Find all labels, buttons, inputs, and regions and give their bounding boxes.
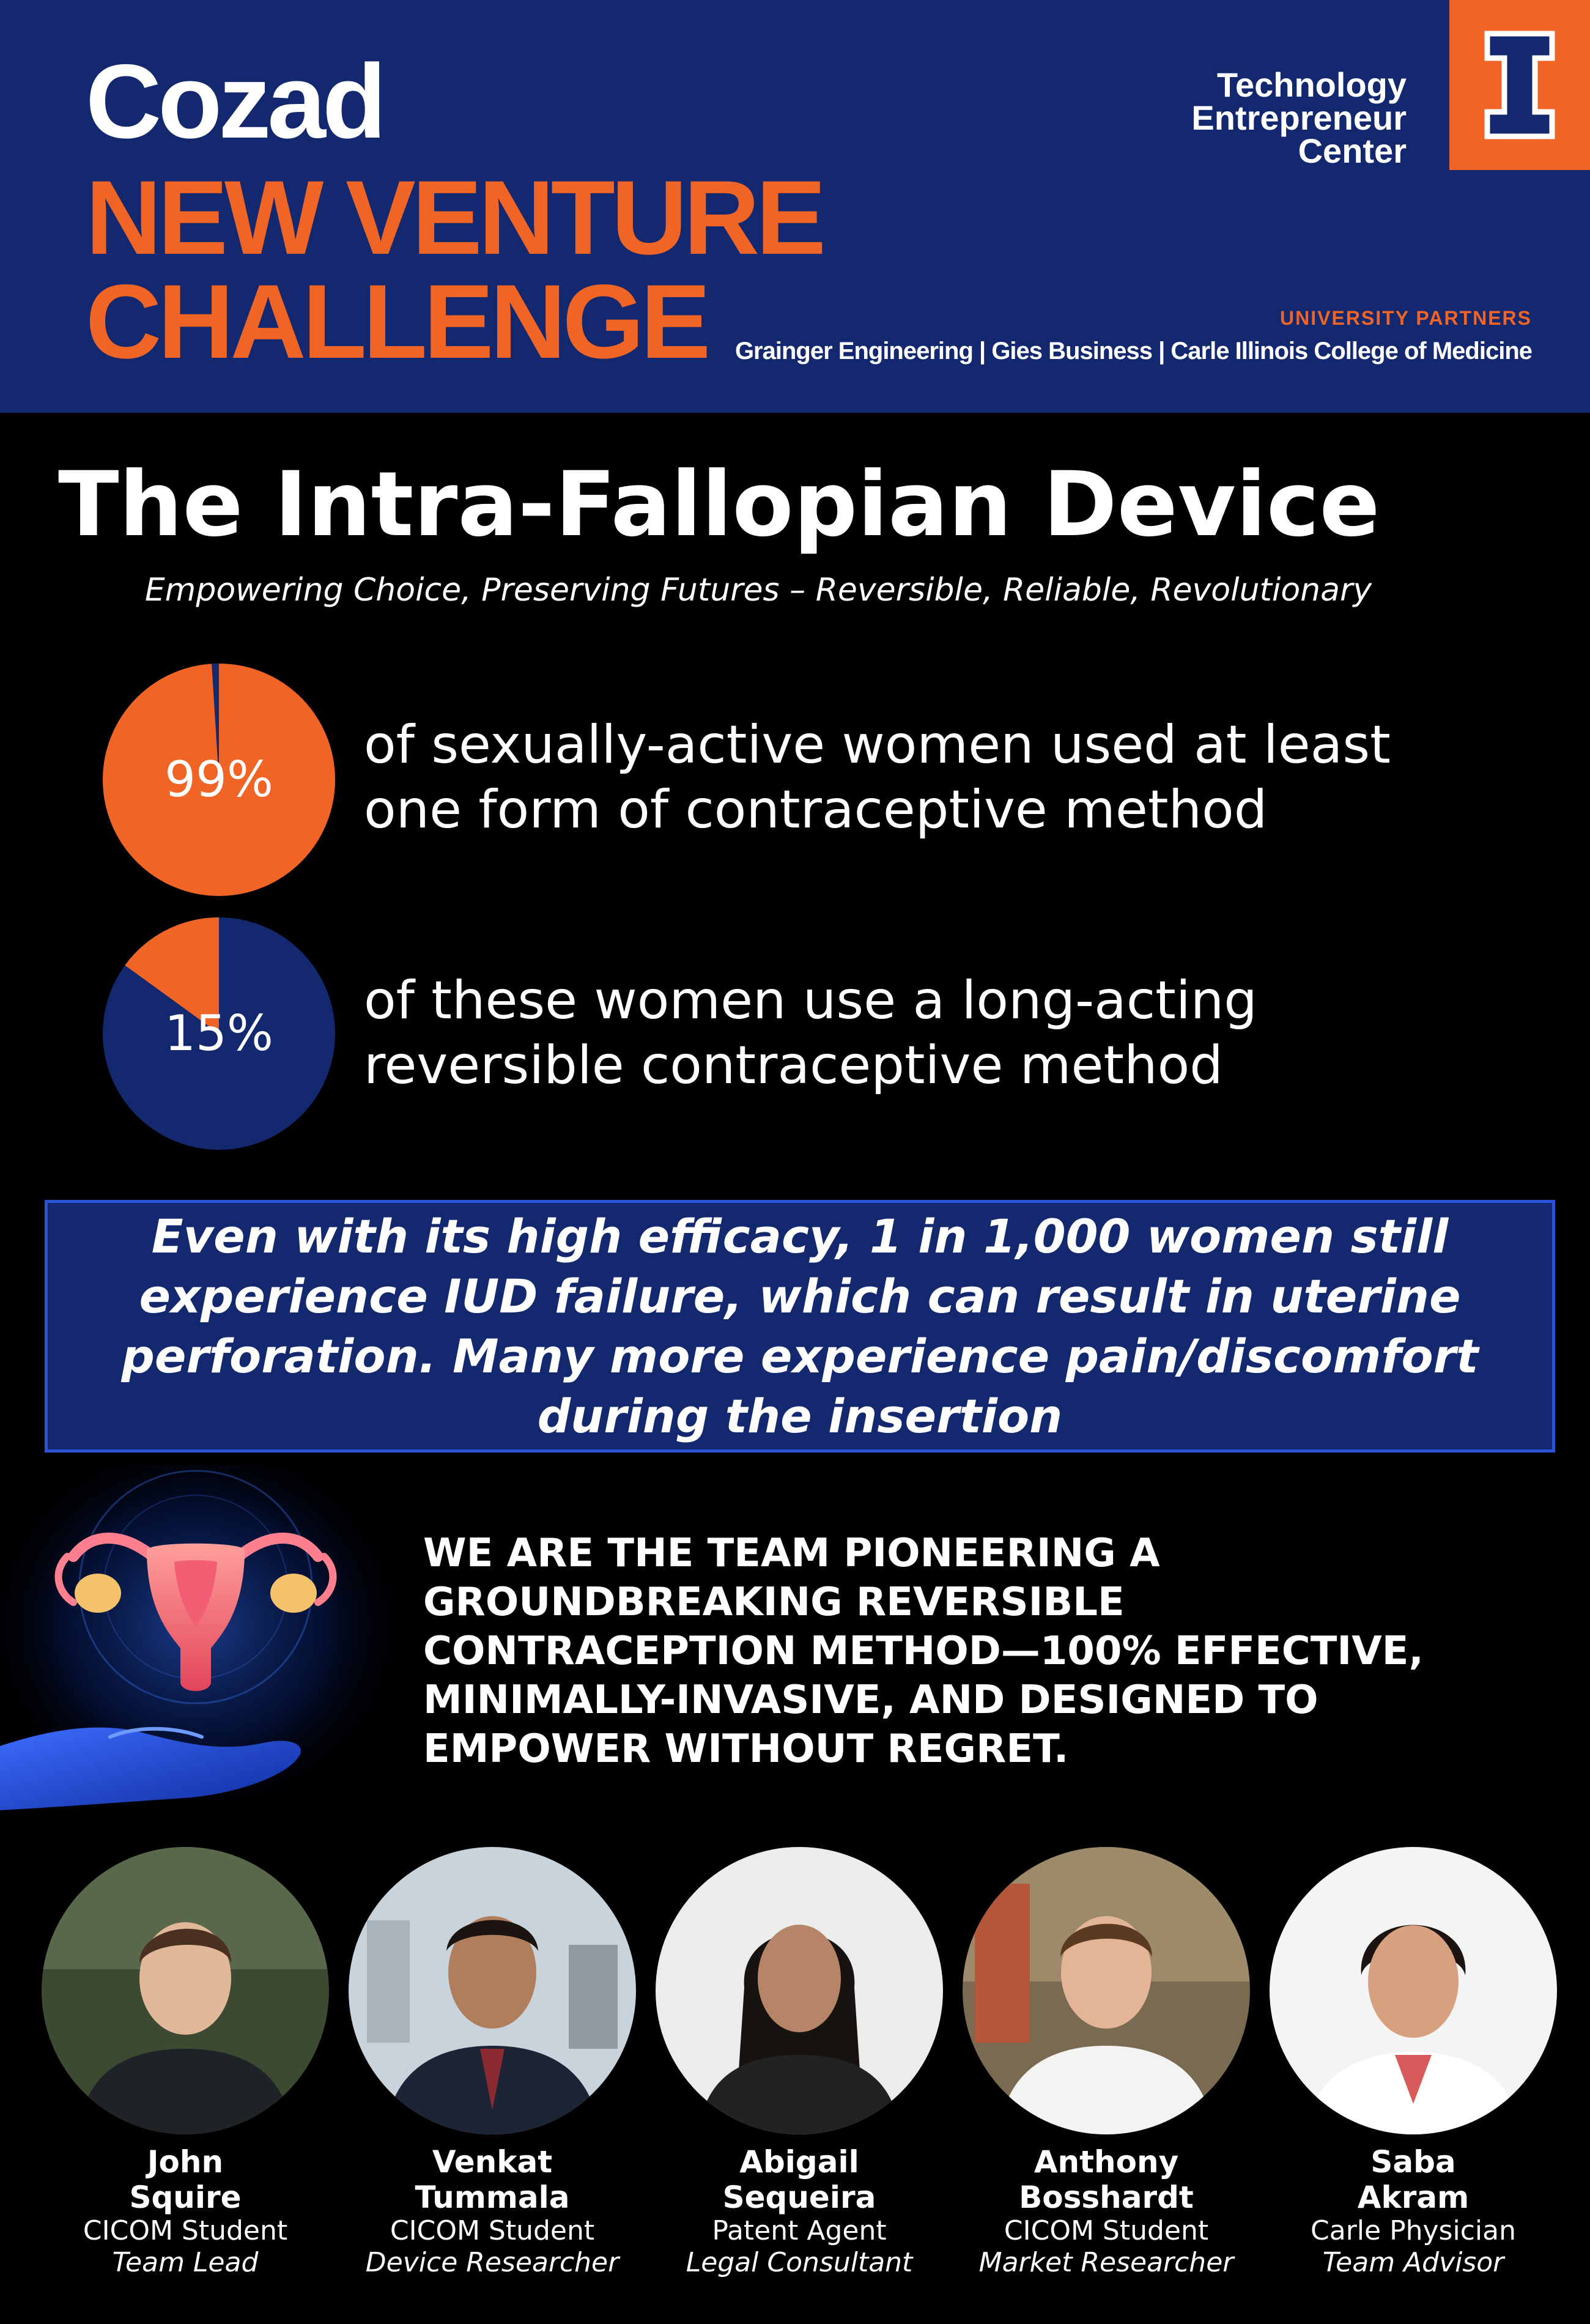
member-last-name: Bosshardt: [1019, 2180, 1194, 2215]
stat-15-label: 15%: [165, 1005, 273, 1062]
challenge-title-line1: NEW VENTURE: [86, 159, 826, 276]
callout-line4: during the insertion: [537, 1388, 1063, 1443]
member-info: Venkat Tummala CICOM Student Device Rese…: [336, 2144, 648, 2279]
callout-line1: Even with its high efficacy, 1 in 1,000 …: [151, 1208, 1449, 1264]
headshot-placeholder-icon: [42, 1847, 329, 2134]
member-title: Market Researcher: [978, 2247, 1234, 2278]
pie-chart-15: [103, 917, 335, 1150]
tec-line3: Center: [1298, 131, 1407, 170]
headshot-placeholder-icon: [963, 1847, 1250, 2134]
member-role: Patent Agent: [712, 2215, 887, 2246]
member-last-name: Squire: [129, 2180, 242, 2215]
member-first-name: Venkat: [432, 2144, 553, 2180]
uterus-in-hand-illustration: [0, 1465, 391, 1823]
member-title: Team Advisor: [1322, 2247, 1504, 2278]
member-first-name: Abigail: [739, 2144, 859, 2180]
brand-name: Cozad: [86, 43, 386, 160]
member-role: Carle Physician: [1311, 2215, 1516, 2246]
member-first-name: John: [147, 2144, 224, 2180]
avatar: [349, 1847, 636, 2134]
member-info: John Squire CICOM Student Team Lead: [29, 2144, 341, 2279]
stat-99-line2: one form of contraceptive method: [364, 779, 1268, 840]
member-last-name: Akram: [1357, 2180, 1470, 2215]
mission-line2: GROUNDBREAKING REVERSIBLE: [423, 1580, 1125, 1625]
member-title: Team Lead: [112, 2247, 259, 2278]
tagline: Empowering Choice, Preserving Futures – …: [144, 572, 1372, 609]
avatar: [963, 1847, 1250, 2134]
avatar: [1270, 1847, 1557, 2134]
stat-15-line2: reversible contraceptive method: [364, 1035, 1223, 1096]
member-last-name: Sequeira: [722, 2180, 876, 2215]
member-info: Anthony Bosshardt CICOM Student Market R…: [950, 2144, 1262, 2279]
pie-99-remainder: [212, 664, 219, 780]
mission-line5: EMPOWER WITHOUT REGRET.: [423, 1726, 1069, 1772]
tec-line2: Entrepreneur: [1191, 98, 1407, 137]
member-first-name: Saba: [1370, 2144, 1456, 2180]
illinois-logo: [1449, 0, 1590, 170]
page-title: The Intra-Fallopian Device: [58, 453, 1380, 557]
stat-15-line1: of these women use a long-acting: [364, 970, 1257, 1031]
member-info: Saba Akram Carle Physician Team Advisor: [1257, 2144, 1569, 2279]
challenge-title-line2: CHALLENGE: [86, 263, 711, 380]
pie-chart-99: [103, 664, 335, 896]
member-title: Legal Consultant: [686, 2247, 913, 2278]
iud-failure-callout: Even with its high efficacy, 1 in 1,000 …: [45, 1200, 1555, 1452]
pie-15-fill: [125, 917, 219, 1034]
stat-99-label: 99%: [165, 751, 273, 808]
partners-title: UNIVERSITY PARTNERS: [1280, 307, 1532, 329]
member-first-name: Anthony: [1034, 2144, 1179, 2180]
member-title: Device Researcher: [365, 2247, 619, 2278]
tec-wordmark: Technology Entrepreneur Center: [1040, 68, 1407, 168]
callout-line2: experience IUD failure, which can result…: [139, 1268, 1461, 1323]
member-role: CICOM Student: [83, 2215, 288, 2246]
stat-99-line1: of sexually-active women used at least: [364, 714, 1391, 775]
member-role: CICOM Student: [390, 2215, 595, 2246]
headshot-placeholder-icon: [656, 1847, 943, 2134]
header-banner: Cozad NEW VENTURE CHALLENGE Technology E…: [0, 0, 1590, 413]
block-i-icon: [1484, 31, 1555, 139]
callout-line3: perforation. Many more experience pain/d…: [121, 1328, 1479, 1383]
stat-99-text: of sexually-active women used at least o…: [364, 712, 1526, 842]
partners-list: Grainger Engineering | Gies Business | C…: [734, 338, 1533, 365]
headshot-placeholder-icon: [1270, 1847, 1557, 2134]
headshot-placeholder-icon: [349, 1847, 636, 2134]
mission-line4: MINIMALLY-INVASIVE, AND DESIGNED TO: [423, 1678, 1318, 1723]
avatar: [656, 1847, 943, 2134]
member-role: CICOM Student: [1004, 2215, 1209, 2246]
member-last-name: Tummala: [415, 2180, 570, 2215]
mission-line3: CONTRACEPTION METHOD—100% EFFECTIVE,: [423, 1629, 1424, 1674]
mission-line1: WE ARE THE TEAM PIONEERING A: [423, 1531, 1160, 1576]
member-info: Abigail Sequeira Patent Agent Legal Cons…: [643, 2144, 955, 2279]
mission-statement: WE ARE THE TEAM PIONEERING A GROUNDBREAK…: [423, 1529, 1524, 1774]
callout-text: Even with its high efficacy, 1 in 1,000 …: [54, 1207, 1546, 1446]
stat-15-text: of these women use a long-acting reversi…: [364, 968, 1526, 1098]
avatar: [42, 1847, 329, 2134]
tec-line1: Technology: [1216, 65, 1407, 104]
